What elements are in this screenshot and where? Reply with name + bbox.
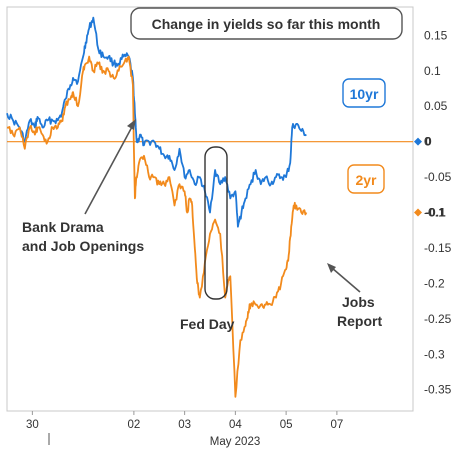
last-value-label-2yr: -0.1 bbox=[425, 206, 446, 220]
y-tick-label: 0 bbox=[424, 135, 431, 149]
y-tick-label: 0.05 bbox=[424, 99, 448, 113]
annotation-arrow-bank-drama bbox=[84, 124, 134, 215]
y-tick-label: -0.25 bbox=[424, 312, 452, 326]
legend-box-10yr bbox=[342, 78, 386, 108]
x-axis: 30 02 03 04 05 07 bbox=[26, 411, 343, 431]
y-tick-label: -0.35 bbox=[424, 383, 452, 397]
legend-box-2yr bbox=[347, 164, 385, 194]
y-tick-label: -0.1 bbox=[424, 206, 445, 220]
annotation-jobs-report-line2: Report bbox=[337, 313, 382, 329]
x-tick-label: 05 bbox=[280, 419, 293, 431]
x-tick-label: 04 bbox=[229, 419, 242, 431]
series-line-10yr bbox=[6, 16, 307, 228]
title-box bbox=[130, 7, 403, 40]
annotation-jobs-report: Jobs Report bbox=[327, 263, 382, 329]
x-tick-label: 07 bbox=[330, 419, 343, 431]
last-value-label-10yr: 0 bbox=[425, 135, 432, 149]
last-value-marker-2yr bbox=[414, 208, 422, 217]
annotation-bank-drama-line1: Bank Drama bbox=[22, 219, 104, 235]
last-value-marker-10yr bbox=[414, 137, 422, 146]
annotation-jobs-report-line1: Jobs bbox=[342, 294, 375, 310]
x-axis-label: May 2023 bbox=[210, 436, 261, 448]
y-tick-label: -0.15 bbox=[424, 241, 452, 255]
y-tick-label: 0.1 bbox=[424, 64, 441, 78]
y-tick-label: -0.05 bbox=[424, 170, 452, 184]
annotation-fed-day: Fed Day bbox=[180, 146, 235, 332]
annotation-fed-day-label: Fed Day bbox=[180, 316, 235, 332]
annotation-arrowhead-jobs-report bbox=[327, 263, 336, 273]
x-tick-label: 02 bbox=[127, 419, 140, 431]
legend-label-2yr: 2yr bbox=[355, 172, 377, 188]
y-tick-label: 0.15 bbox=[424, 28, 448, 42]
series-line-2yr bbox=[6, 55, 308, 398]
chart-title: Change in yields so far this month bbox=[152, 16, 381, 32]
annotation-arrowhead-bank-drama bbox=[127, 119, 136, 130]
fed-day-highlight-box bbox=[204, 146, 228, 300]
x-tick-label: 30 bbox=[26, 419, 39, 431]
annotation-bank-drama: Bank Drama and Job Openings bbox=[22, 119, 144, 254]
y-tick-label: -0.3 bbox=[424, 347, 445, 361]
y-tick-label: -0.2 bbox=[424, 276, 445, 290]
y-axis: 0.15 0.1 0.05 0 -0.05 -0.1 -0.15 -0.2 -0.25 -0.3 -… bbox=[424, 28, 452, 396]
x-tick-label: 03 bbox=[178, 419, 191, 431]
annotation-arrow-jobs-report bbox=[331, 267, 361, 293]
legend-label-10yr: 10yr bbox=[350, 86, 379, 102]
annotation-bank-drama-line2: and Job Openings bbox=[22, 238, 144, 254]
